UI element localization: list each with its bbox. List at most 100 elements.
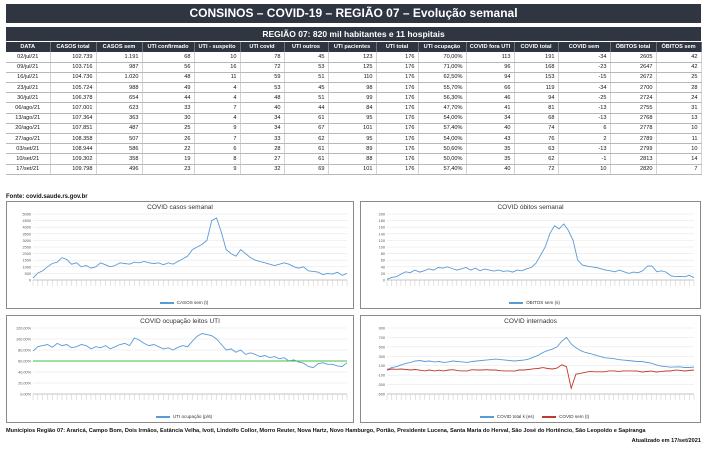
column-header: UTI ocupação <box>418 42 467 52</box>
table-cell: 110 <box>328 72 377 84</box>
table-cell: 25 <box>142 123 195 135</box>
table-cell: 9 <box>194 164 241 175</box>
table-cell: 57,40% <box>418 164 467 175</box>
table-cell: 40 <box>466 123 515 135</box>
table-cell: 108.358 <box>50 133 97 145</box>
column-header: CASOS sem <box>96 42 143 52</box>
table-cell: 153 <box>514 72 559 84</box>
table-cell: 46 <box>466 92 515 104</box>
series-line <box>386 364 695 390</box>
table-row: 20/ago/21 107.851 487 25 9 34 67 101 176 57,40% 40… <box>6 123 702 135</box>
table-row: 09/jul/21 103.716 987 56 16 72 53 125 176 71,00% 9… <box>6 62 702 73</box>
table-cell: 176 <box>376 52 419 63</box>
table-cell: 34 <box>466 113 515 124</box>
table-row: 17/set/21 109.798 496 23 9 32 69 101 176 57,40% 40… <box>6 164 702 175</box>
y-tick-label: 900 <box>379 327 385 331</box>
y-tick-label: 40,00% <box>18 371 32 375</box>
chart-legend: ÓBITOS sem (s) <box>361 300 700 305</box>
table-cell: 106.378 <box>50 92 97 104</box>
table-cell: 53 <box>284 62 329 73</box>
table-cell: 26 <box>142 133 195 145</box>
table-cell: 487 <box>96 123 143 135</box>
table-cell: 4 <box>194 92 241 104</box>
y-tick-label: 4000 <box>23 226 31 230</box>
chart-internados: COVID internados -500 -300 -100 100 300 500 70… <box>360 315 701 423</box>
table-cell: 2813 <box>610 153 657 165</box>
table-cell: 11 <box>194 72 241 84</box>
table-cell: 107.001 <box>50 102 97 114</box>
table-cell: 20/ago/21 <box>6 123 51 135</box>
table-cell: 2724 <box>610 92 657 104</box>
table-cell: 99 <box>328 92 377 104</box>
table-cell: 19 <box>142 153 195 165</box>
chart-casos-semanal: COVID casos semanal 0 500 1000 1500 2000 2500… <box>6 201 354 309</box>
table-cell: 113 <box>466 52 515 63</box>
table-cell: -15 <box>558 72 611 84</box>
y-tick-label: 500 <box>379 345 385 349</box>
y-tick-label: 0 <box>29 279 31 283</box>
table-cell: 2647 <box>610 62 657 73</box>
legend-label: COVID total k (es) <box>496 414 535 419</box>
table-cell: 988 <box>96 82 143 94</box>
table-cell: 2700 <box>610 82 657 94</box>
table-cell: 49 <box>142 82 195 94</box>
y-tick-label: 100,00% <box>16 338 32 342</box>
table-cell: 51 <box>284 92 329 104</box>
table-cell: 98 <box>328 82 377 94</box>
table-cell: 96 <box>466 62 515 73</box>
table-cell: 119 <box>514 82 559 94</box>
table-cell: 95 <box>328 113 377 124</box>
table-row: 10/set/21 109.302 358 19 8 27 61 88 176 50,00% 35 6… <box>6 153 702 165</box>
table-row: 23/jul/21 105.724 988 49 4 53 45 98 176 55,70% 66 1… <box>6 82 702 94</box>
y-tick-label: 0,00% <box>20 393 31 397</box>
table-cell: 4 <box>194 113 241 124</box>
table-cell: 40 <box>240 102 285 114</box>
table-cell: 32 <box>240 164 285 175</box>
table-cell: 59 <box>240 72 285 84</box>
table-cell: -23 <box>558 62 611 73</box>
y-tick-label: 80 <box>381 252 385 256</box>
chart-casos-svg: 0 500 1000 1500 2000 2500 3000 3500 4000 4500 5000 <box>23 213 348 286</box>
table-cell: 25 <box>656 72 702 84</box>
series-line <box>386 223 695 280</box>
table-row: 27/ago/21 108.358 507 26 7 33 62 95 176 54,00% 43 7… <box>6 133 702 145</box>
y-tick-label: 180 <box>379 219 385 223</box>
table-cell: -13 <box>558 102 611 114</box>
table-cell: 176 <box>376 102 419 114</box>
table-cell: 35 <box>466 143 515 155</box>
table-cell: 30 <box>142 113 195 124</box>
table-cell: 2778 <box>610 123 657 135</box>
table-cell: 44 <box>284 102 329 114</box>
table-cell: 33 <box>240 133 285 145</box>
table-cell: 10 <box>656 123 702 135</box>
chart-internados-svg: -500 -300 -100 100 300 500 700 900 <box>377 327 695 400</box>
y-tick-label: 3500 <box>23 232 31 236</box>
table-cell: 44 <box>142 92 195 104</box>
table-cell: 101 <box>328 123 377 135</box>
table-cell: 78 <box>240 52 285 63</box>
column-header: COVID sem <box>558 42 611 52</box>
table-cell: 105.724 <box>50 82 97 94</box>
table-cell: 176 <box>376 153 419 165</box>
table-cell: 623 <box>96 102 143 114</box>
table-cell: 66 <box>466 82 515 94</box>
series-line <box>386 336 695 370</box>
table-cell: 168 <box>514 62 559 73</box>
table-cell: 14 <box>656 153 702 165</box>
table-cell: 94 <box>466 72 515 84</box>
table-cell: 56 <box>142 62 195 73</box>
table-cell: 50,00% <box>418 153 467 165</box>
table-row: 30/jul/21 106.378 654 44 4 48 51 99 176 56,30% 46 9… <box>6 92 702 104</box>
table-cell: 10 <box>194 52 241 63</box>
table-cell: 40 <box>466 164 515 175</box>
table-cell: 62 <box>284 133 329 145</box>
table-cell: 176 <box>376 133 419 145</box>
table-cell: 987 <box>96 62 143 73</box>
table-cell: 51 <box>284 72 329 84</box>
y-tick-label: 100 <box>379 364 385 368</box>
table-cell: 10/set/21 <box>6 153 51 165</box>
table-cell: 9 <box>194 123 241 135</box>
table-cell: 23/jul/21 <box>6 82 51 94</box>
y-tick-label: 100 <box>379 246 385 250</box>
table-cell: 47,70% <box>418 102 467 114</box>
